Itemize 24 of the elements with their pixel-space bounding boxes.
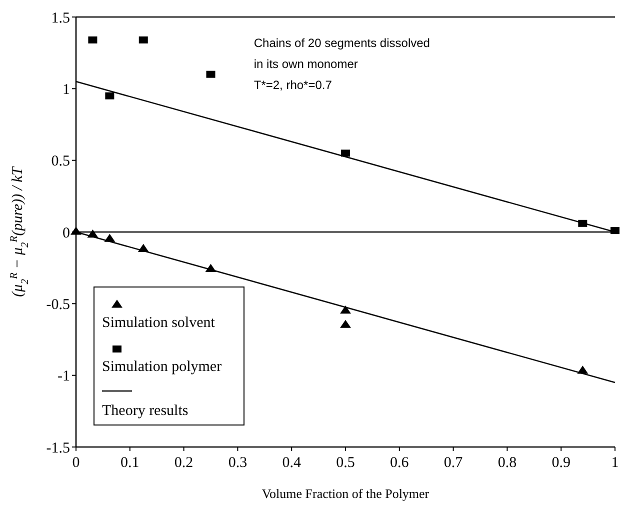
annotation: Chains of 20 segments dissolved	[254, 36, 430, 50]
y-tick-label: -0.5	[46, 296, 70, 313]
x-tick-label: 0.3	[228, 455, 248, 471]
y-tick-label: 1	[62, 82, 70, 98]
legend-label: Theory results	[102, 403, 188, 419]
x-tick-label: 0.2	[174, 455, 194, 471]
x-axis-title: Volume Fraction of the Polymer	[262, 486, 430, 501]
y-tick-label: 0	[62, 225, 70, 242]
x-tick-label: 0.8	[498, 455, 517, 471]
annotation: T*=2, rho*=0.7	[254, 78, 332, 92]
y-tick-label: -1.5	[46, 440, 70, 456]
x-tick-label: 0.7	[444, 455, 464, 471]
x-tick-label: 0.6	[390, 455, 410, 471]
x-tick-label: 0.1	[120, 455, 140, 471]
y-tick-label: 0.5	[51, 154, 70, 170]
y-tick-label: 1.5	[51, 10, 70, 26]
x-tick-label: 0.5	[336, 455, 355, 471]
y-tick-label: -1	[58, 368, 70, 385]
x-tick-label: 1	[611, 455, 619, 471]
x-tick-label: 0.9	[552, 455, 570, 471]
annotation: in its own monomer	[254, 57, 358, 71]
legend-label: Simulation polymer	[102, 359, 222, 375]
x-tick-label: 0.4	[282, 455, 302, 471]
legend-label: Simulation solvent	[102, 315, 216, 331]
